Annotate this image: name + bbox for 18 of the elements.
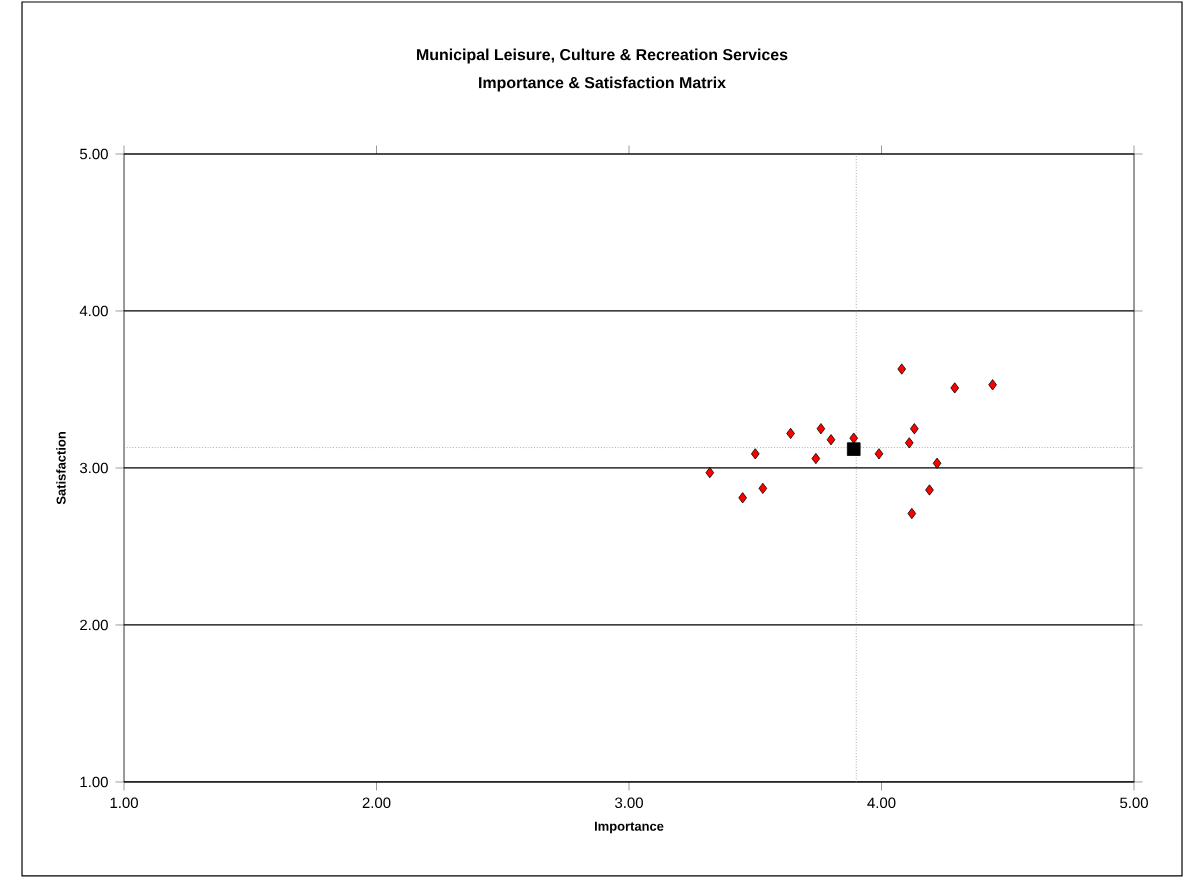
point <box>907 507 917 520</box>
point <box>874 448 884 460</box>
point <box>849 432 859 444</box>
point <box>950 382 960 394</box>
point <box>932 457 942 469</box>
point <box>758 482 768 494</box>
point <box>910 423 919 435</box>
point <box>738 492 747 504</box>
point <box>811 452 821 465</box>
point <box>826 434 836 446</box>
point <box>816 423 826 435</box>
point <box>750 448 760 460</box>
point <box>897 363 906 375</box>
point <box>846 442 861 456</box>
point <box>925 484 934 496</box>
point <box>988 379 997 391</box>
point <box>905 437 914 449</box>
point <box>705 467 715 479</box>
